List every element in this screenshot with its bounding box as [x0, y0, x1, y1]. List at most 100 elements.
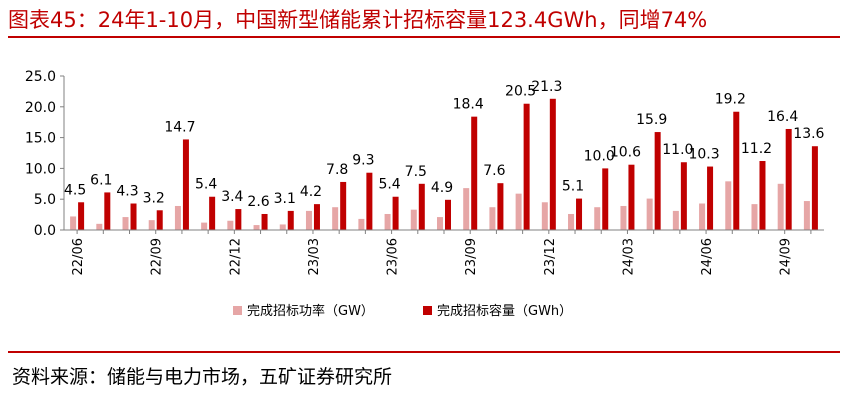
data-label-capacity: 7.5 — [405, 164, 427, 180]
x-axis: 22/06 22/09 22/12 23/03 23/06 23/09 23/12 24/03… — [64, 229, 824, 275]
bar-capacity — [235, 209, 242, 230]
data-label-capacity: 21.3 — [531, 79, 562, 95]
data-label-capacity: 5.4 — [378, 177, 400, 193]
bar-power — [463, 188, 470, 230]
y-tick-label: 10.0 — [25, 161, 56, 177]
data-label-capacity: 4.5 — [64, 182, 86, 198]
source-note: 资料来源：储能与电力市场，五矿证券研究所 — [12, 366, 393, 388]
bar-capacity — [261, 213, 268, 230]
bar-capacity — [130, 203, 137, 230]
bar-capacity — [392, 196, 399, 230]
x-tick-label: 23/09 — [464, 238, 479, 275]
data-label-capacity: 9.3 — [352, 153, 374, 169]
x-tick-label: 23/03 — [307, 238, 322, 275]
bar-power — [174, 205, 181, 230]
bar-power — [489, 207, 496, 230]
data-label-capacity: 5.4 — [195, 177, 217, 193]
legend: 完成招标功率（GW） 完成招标容量（GWh） — [233, 303, 572, 319]
data-label-capacity: 15.9 — [636, 112, 667, 128]
bar-capacity — [707, 166, 714, 230]
data-label-capacity: 3.1 — [274, 191, 296, 207]
bar-power — [122, 217, 129, 230]
data-label-capacity: 20.5 — [505, 84, 536, 100]
y-tick-label: 25.0 — [25, 69, 56, 85]
y-axis: 0.0 5.0 10.0 15.0 20.0 25.0 — [25, 69, 65, 239]
x-tick-label: 23/12 — [543, 238, 558, 275]
data-label-capacity: 4.9 — [431, 180, 453, 196]
bar-power — [305, 210, 312, 230]
data-label-capacity: 6.1 — [90, 172, 112, 188]
data-label-capacity: 5.1 — [562, 179, 584, 195]
x-tick-label: 24/03 — [621, 238, 636, 275]
bar-power — [751, 204, 758, 230]
bar-capacity — [104, 192, 111, 230]
bar-power — [332, 207, 339, 230]
x-tick-label: 23/06 — [386, 238, 401, 275]
bar-power — [201, 222, 208, 230]
bar-power — [148, 220, 155, 230]
x-tick-label: 22/12 — [228, 238, 243, 275]
bar-capacity — [471, 116, 478, 230]
bar-capacity — [785, 128, 792, 230]
data-labels: 4.56.14.3 3.214.75.43.4 2.6 3.1 4.27.89.35.4… — [64, 79, 825, 210]
bar-chart: 0.0 5.0 10.0 15.0 20.0 25.0 4.56.14.3 3.2 14.7 5… — [25, 69, 825, 319]
bar-power — [699, 203, 706, 230]
bar-capacity — [811, 146, 818, 230]
bar-power — [803, 201, 810, 230]
source-divider — [8, 351, 840, 353]
bar-power — [541, 202, 548, 230]
bar-power — [620, 205, 627, 230]
data-label-capacity: 11.0 — [662, 142, 693, 158]
bar-capacity — [418, 183, 425, 230]
legend-swatch-capacity — [423, 306, 432, 315]
bar-capacity — [523, 103, 530, 230]
bar-power — [646, 198, 653, 230]
bar-capacity — [445, 199, 451, 230]
data-label-capacity: 3.4 — [221, 189, 243, 205]
data-label-capacity: 14.7 — [164, 119, 195, 135]
bar-power — [410, 209, 417, 230]
x-tick-label: 22/06 — [71, 238, 86, 275]
title-divider — [8, 36, 840, 38]
bar-capacity — [549, 98, 556, 231]
bar-power — [96, 223, 103, 230]
bar-capacity — [287, 210, 294, 230]
bar-power — [594, 207, 601, 230]
bar-power — [227, 220, 234, 230]
data-label-capacity: 7.6 — [483, 163, 505, 179]
bar-capacity — [182, 139, 189, 230]
data-label-capacity: 11.2 — [741, 141, 772, 157]
data-label-capacity: 10.3 — [688, 147, 719, 163]
data-label-capacity: 18.4 — [453, 97, 484, 113]
bar-capacity — [759, 161, 766, 230]
y-tick-label: 5.0 — [34, 192, 56, 208]
data-label-capacity: 13.6 — [793, 126, 824, 142]
bar-power — [777, 183, 784, 230]
bar-power — [279, 224, 286, 230]
data-label-capacity: 2.6 — [247, 194, 269, 210]
bar-power — [253, 225, 260, 230]
legend-swatch-power — [233, 306, 242, 315]
data-label-capacity: 10.6 — [610, 145, 641, 161]
x-tick-label: 24/06 — [700, 238, 715, 275]
data-label-capacity: 3.2 — [143, 190, 165, 206]
bar-capacity — [340, 181, 347, 230]
data-label-capacity: 7.8 — [326, 162, 348, 178]
bar-capacity — [156, 210, 163, 230]
bar-power — [725, 181, 732, 230]
bar-capacity — [602, 168, 609, 230]
bar-capacity — [366, 172, 373, 230]
bar-power — [70, 216, 77, 230]
data-label-capacity: 19.2 — [715, 92, 746, 108]
bar-capacity — [313, 204, 320, 230]
legend-label-capacity: 完成招标容量（GWh） — [437, 303, 572, 319]
bar-power — [672, 210, 679, 230]
bar-series — [70, 98, 818, 231]
bar-power — [515, 193, 522, 230]
bar-power — [384, 213, 391, 230]
y-tick-label: 15.0 — [25, 131, 56, 147]
bar-capacity — [209, 196, 216, 230]
chart-title: 图表45：24年1-10月，中国新型储能累计招标容量123.4GWh，同增74% — [8, 8, 708, 32]
bar-capacity — [654, 132, 661, 230]
y-tick-label: 20.0 — [25, 100, 56, 116]
